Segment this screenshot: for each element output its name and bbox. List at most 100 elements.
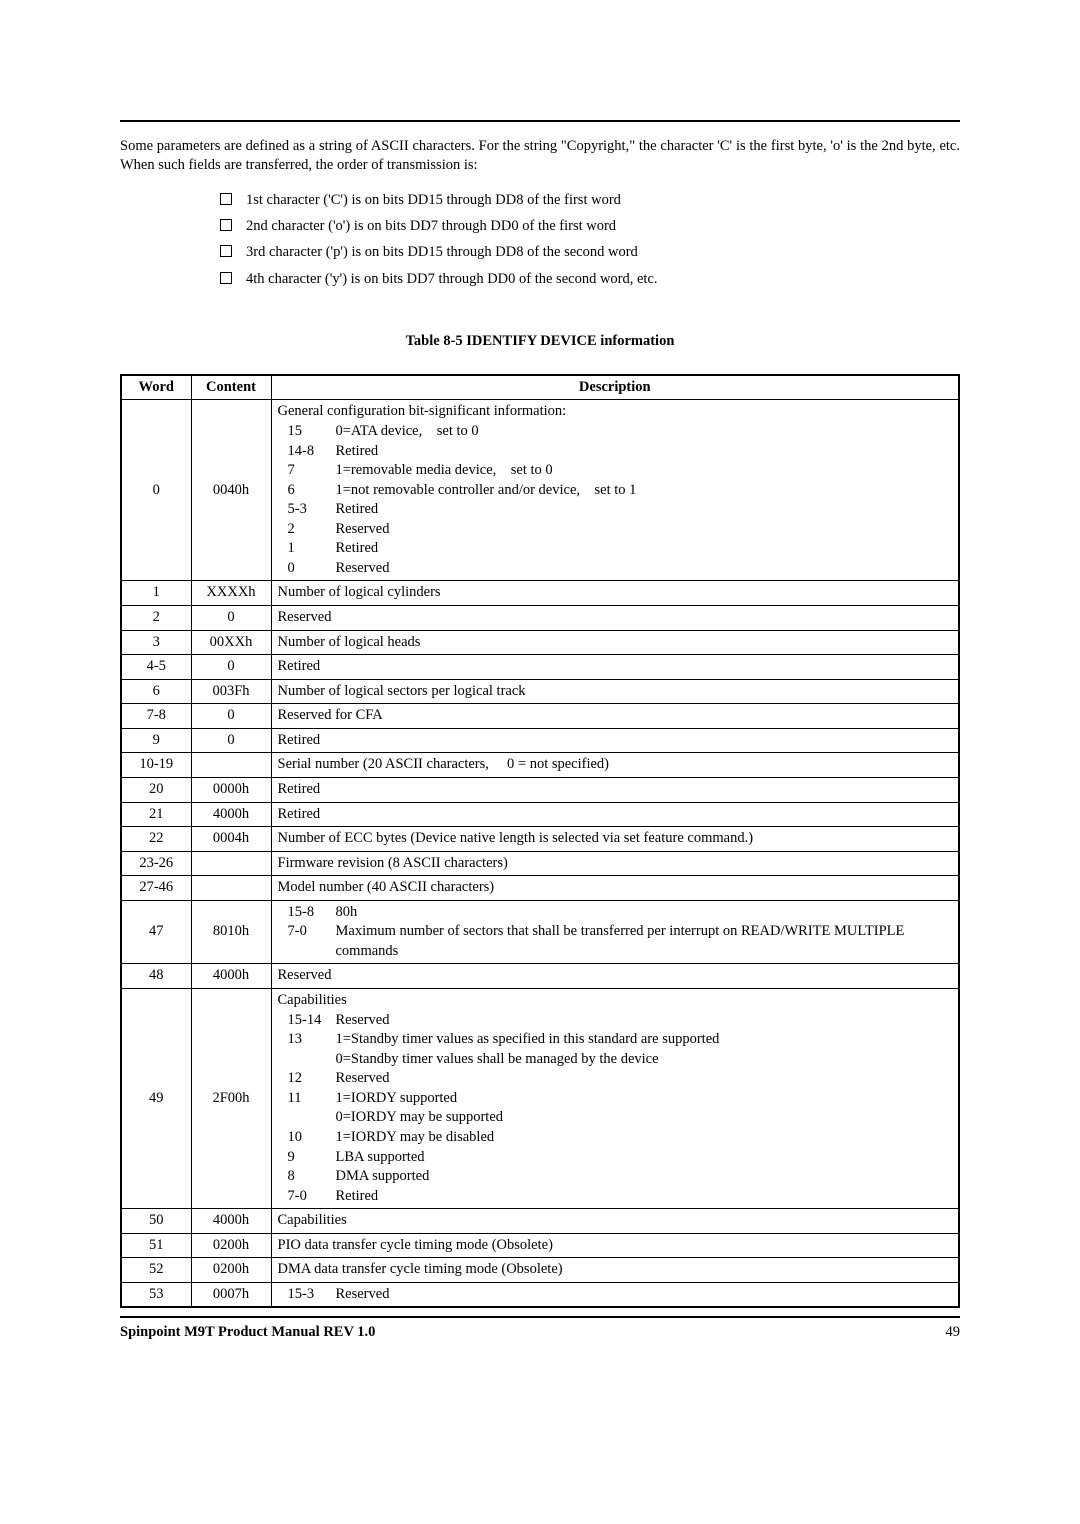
list-item: 1st character ('C') is on bits DD15 thro… (220, 190, 960, 210)
table-row: 00040h General configuration bit-signific… (121, 400, 959, 581)
bit-number: 1 (278, 539, 336, 559)
desc-text: Model number (40 ASCII characters) (278, 878, 953, 898)
table-row: 1XXXXh Number of logical cylinders (121, 581, 959, 606)
bit-text: Reserved (336, 559, 953, 579)
cell-content: 0004h (191, 827, 271, 852)
desc-text: DMA data transfer cycle timing mode (Obs… (278, 1260, 953, 1280)
desc-text: Capabilities (278, 1211, 953, 1231)
intro-paragraph: Some parameters are defined as a string … (120, 137, 960, 176)
cell-word: 27-46 (121, 876, 191, 901)
cell-word: 21 (121, 802, 191, 827)
cell-word: 23-26 (121, 851, 191, 876)
table-row: 300XXh Number of logical heads (121, 630, 959, 655)
desc-text: PIO data transfer cycle timing mode (Obs… (278, 1236, 953, 1256)
cell-description: Retired (271, 802, 959, 827)
cell-description: Capabilities15-14Reserved131=Standby tim… (271, 989, 959, 1209)
cell-word: 49 (121, 989, 191, 1209)
desc-text: Reserved for CFA (278, 706, 953, 726)
cell-word: 1 (121, 581, 191, 606)
cell-content: 00XXh (191, 630, 271, 655)
page-footer: Spinpoint M9T Product Manual REV 1.0 49 (120, 1322, 960, 1341)
bit-row: 9LBA supported (278, 1148, 953, 1168)
bit-number: 9 (278, 1148, 336, 1168)
bit-row: 5-3Retired (278, 500, 953, 520)
bit-row: 14-8Retired (278, 442, 953, 462)
desc-intro: General configuration bit-significant in… (278, 402, 953, 422)
desc-text: Reserved (278, 608, 953, 628)
cell-description: 15-880h7-0Maximum number of sectors that… (271, 900, 959, 964)
desc-text: Number of logical cylinders (278, 583, 953, 603)
th-content: Content (191, 375, 271, 400)
bit-row: 131=Standby timer values as specified in… (278, 1030, 953, 1050)
cell-description: General configuration bit-significant in… (271, 400, 959, 581)
bit-text: DMA supported (336, 1167, 953, 1187)
bit-number: 7 (278, 461, 336, 481)
bit-text: Retired (336, 539, 953, 559)
cell-description: Retired (271, 777, 959, 802)
table-row: 10-19Serial number (20 ASCII characters,… (121, 753, 959, 778)
cell-description: PIO data transfer cycle timing mode (Obs… (271, 1233, 959, 1258)
cell-word: 0 (121, 400, 191, 581)
cell-word: 3 (121, 630, 191, 655)
bit-row: 1Retired (278, 539, 953, 559)
bit-text: Reserved (336, 1069, 953, 1089)
cell-content: 4000h (191, 802, 271, 827)
bit-number: 10 (278, 1128, 336, 1148)
bit-number: 11 (278, 1089, 336, 1109)
cell-word: 6 (121, 679, 191, 704)
cell-content: 2F00h (191, 989, 271, 1209)
cell-word: 53 (121, 1282, 191, 1307)
th-description: Description (271, 375, 959, 400)
table-row: 90Retired (121, 728, 959, 753)
cell-word: 47 (121, 900, 191, 964)
bit-row: 0Reserved (278, 559, 953, 579)
table-row: 492F00hCapabilities15-14Reserved131=Stan… (121, 989, 959, 1209)
table-row: 7-80Reserved for CFA (121, 704, 959, 729)
list-item: 2nd character ('o') is on bits DD7 throu… (220, 216, 960, 236)
cell-content: 0040h (191, 400, 271, 581)
bit-row: 71=removable media device, set to 0 (278, 461, 953, 481)
footer-rule (120, 1316, 960, 1318)
bit-number: 5-3 (278, 500, 336, 520)
table-row: 510200hPIO data transfer cycle timing mo… (121, 1233, 959, 1258)
cell-description: 15-3Reserved (271, 1282, 959, 1307)
desc-text: Number of logical heads (278, 633, 953, 653)
bit-text: 1=IORDY may be disabled (336, 1128, 953, 1148)
table-header-row: Word Content Description (121, 375, 959, 400)
desc-text: Reserved (278, 966, 953, 986)
bit-number: 13 (278, 1030, 336, 1050)
bit-row: 2Reserved (278, 520, 953, 540)
table-row: 520200h DMA data transfer cycle timing mo… (121, 1258, 959, 1283)
cell-word: 22 (121, 827, 191, 852)
table-row: 20Reserved (121, 606, 959, 631)
th-word: Word (121, 375, 191, 400)
bit-text: Retired (336, 442, 953, 462)
list-item: 3rd character ('p') is on bits DD15 thro… (220, 242, 960, 262)
bit-text: LBA supported (336, 1148, 953, 1168)
cell-word: 50 (121, 1209, 191, 1234)
cell-content: 0200h (191, 1258, 271, 1283)
table-row: 530007h15-3Reserved (121, 1282, 959, 1307)
cell-word: 51 (121, 1233, 191, 1258)
bit-number (278, 1050, 336, 1070)
cell-description: Number of logical heads (271, 630, 959, 655)
cell-word: 2 (121, 606, 191, 631)
cell-content: XXXXh (191, 581, 271, 606)
cell-word: 52 (121, 1258, 191, 1283)
cell-word: 7-8 (121, 704, 191, 729)
bit-number: 15 (278, 422, 336, 442)
bit-number: 6 (278, 481, 336, 501)
desc-text: Retired (278, 657, 953, 677)
bit-row: 7-0Retired (278, 1187, 953, 1207)
cell-content: 003Fh (191, 679, 271, 704)
cell-description: Reserved for CFA (271, 704, 959, 729)
bit-row: 7-0Maximum number of sectors that shall … (278, 922, 953, 961)
table-row: 220004hNumber of ECC bytes (Device nativ… (121, 827, 959, 852)
bit-row: 61=not removable controller and/or devic… (278, 481, 953, 501)
table-row: 484000hReserved (121, 964, 959, 989)
table-title: Table 8-5 IDENTIFY DEVICE information (120, 333, 960, 350)
cell-content (191, 876, 271, 901)
bit-text: 0=Standby timer values shall be managed … (336, 1050, 953, 1070)
identify-device-table: Word Content Description 00040h General c… (120, 374, 960, 1309)
desc-text: Retired (278, 805, 953, 825)
